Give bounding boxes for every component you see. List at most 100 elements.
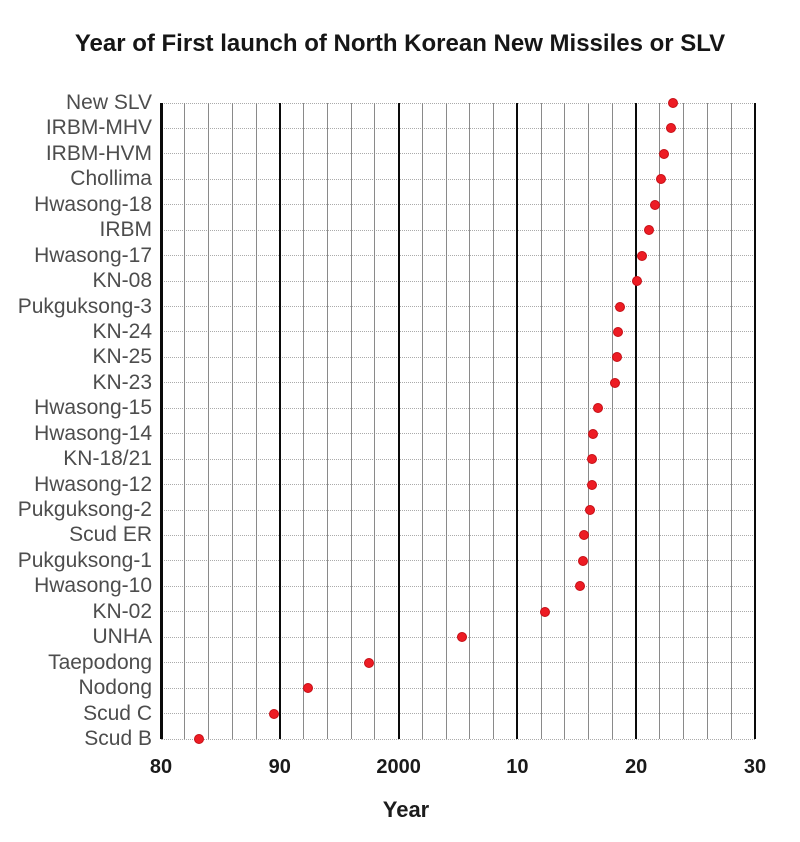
grid-hline <box>161 382 755 384</box>
y-tick-label: IRBM-MHV <box>45 116 152 140</box>
grid-hline <box>161 127 755 129</box>
grid-hline <box>161 204 755 206</box>
grid-hline <box>161 687 755 689</box>
grid-hline <box>161 356 755 358</box>
y-tick-label: Scud ER <box>69 523 152 547</box>
y-tick-label: KN-02 <box>92 599 152 623</box>
grid-hline <box>161 433 755 435</box>
grid-hline <box>161 484 755 486</box>
y-tick-label: IRBM-HVM <box>45 141 152 165</box>
data-point <box>363 657 374 668</box>
grid-vline <box>184 103 186 739</box>
grid-vline <box>374 103 376 739</box>
grid-hline <box>161 662 755 664</box>
grid-vline <box>754 103 756 739</box>
y-tick-label: KN-24 <box>92 319 152 343</box>
grid-hline <box>161 738 755 740</box>
data-point <box>577 555 588 566</box>
grid-vline <box>493 103 495 739</box>
x-axis-title: Year <box>382 797 430 822</box>
y-tick-label: Pukguksong-3 <box>17 294 152 318</box>
y-tick-label: Hwasong-10 <box>34 574 152 598</box>
y-tick-label: Nodong <box>78 676 152 700</box>
data-point <box>656 174 667 185</box>
grid-hline <box>161 255 755 257</box>
grid-hline <box>161 509 755 511</box>
grid-hline <box>161 306 755 308</box>
y-tick-label: Scud C <box>83 701 152 725</box>
data-point <box>584 505 595 516</box>
grid-vline <box>611 103 613 739</box>
grid-vline <box>231 103 233 739</box>
data-point <box>303 683 314 694</box>
data-point <box>593 403 604 414</box>
grid-hline <box>161 178 755 180</box>
grid-vline <box>255 103 257 739</box>
data-point <box>539 606 550 617</box>
grid-hline <box>161 280 755 282</box>
y-tick-label: Hwasong-17 <box>34 243 152 267</box>
grid-hline <box>161 458 755 460</box>
grid-vline <box>659 103 661 739</box>
data-point <box>644 225 655 236</box>
grid-vline <box>421 103 423 739</box>
data-point <box>586 454 597 465</box>
grid-vline <box>303 103 305 739</box>
y-tick-label: KN-23 <box>92 370 152 394</box>
grid-vline <box>278 103 281 739</box>
grid-vline <box>706 103 708 739</box>
grid-hline <box>161 102 755 104</box>
y-tick-label: Taepodong <box>48 650 152 674</box>
grid-vline <box>730 103 732 739</box>
y-tick-label: Pukguksong-2 <box>17 498 152 522</box>
y-tick-label: Hwasong-14 <box>34 421 152 445</box>
y-tick-label: Hwasong-18 <box>34 192 152 216</box>
data-point <box>194 734 205 744</box>
data-point <box>588 428 599 439</box>
x-tick-label: 20 <box>625 756 648 778</box>
grid-hline <box>161 611 755 613</box>
data-point <box>456 632 467 643</box>
data-point <box>632 276 643 287</box>
y-tick-label: KN-25 <box>92 345 152 369</box>
data-point <box>658 148 669 159</box>
grid-vline <box>350 103 352 739</box>
data-point <box>575 581 586 592</box>
data-point <box>613 326 624 337</box>
y-tick-label: KN-08 <box>92 269 152 293</box>
data-point <box>668 98 679 108</box>
grid-vline <box>159 103 163 739</box>
data-point <box>578 530 589 541</box>
y-tick-label: IRBM <box>99 218 153 242</box>
grid-vline <box>208 103 210 739</box>
data-point <box>650 199 661 210</box>
data-point <box>614 301 625 312</box>
y-tick-label: UNHA <box>92 625 152 649</box>
grid-hline <box>161 229 755 231</box>
grid-hline <box>161 331 755 333</box>
x-tick-label: 30 <box>743 756 767 778</box>
x-tick-label: 80 <box>149 756 173 778</box>
grid-hline <box>161 585 755 587</box>
y-tick-label: Chollima <box>70 167 152 191</box>
data-point <box>609 377 620 388</box>
data-point <box>268 708 279 719</box>
grid-vline <box>588 103 590 739</box>
grid-vline <box>516 103 519 739</box>
grid-vline <box>635 103 638 739</box>
data-point <box>665 123 676 134</box>
x-tick-label: 90 <box>268 756 291 778</box>
grid-hline <box>161 713 755 715</box>
y-tick-label: Scud B <box>84 727 152 750</box>
y-tick-label: Hwasong-12 <box>34 472 152 496</box>
grid-vline <box>564 103 566 739</box>
data-point <box>612 352 623 363</box>
grid-hline <box>161 534 755 536</box>
grid-vline <box>326 103 328 739</box>
x-tick-label: 2000 <box>376 756 421 778</box>
data-point <box>637 250 648 261</box>
data-point <box>587 479 598 490</box>
grid-vline <box>445 103 447 739</box>
y-tick-label: Pukguksong-1 <box>17 548 152 572</box>
